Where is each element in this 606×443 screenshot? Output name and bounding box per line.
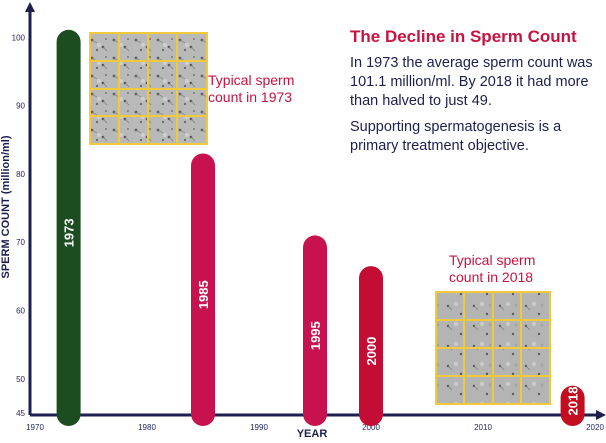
y-tick-label: 80 xyxy=(16,170,25,179)
caption-2018: Typical sperm count in 2018 xyxy=(449,252,539,285)
y-axis xyxy=(25,2,35,415)
bar-label-1973: 1973 xyxy=(62,218,77,247)
x-tick-label: 2000 xyxy=(362,423,380,432)
y-axis-label: SPERM COUNT (million/ml) xyxy=(0,135,12,278)
x-tick-label: 2020 xyxy=(586,423,604,432)
bars: 1973 1985 1995 2000 2018 xyxy=(56,29,585,427)
bar-2000 xyxy=(359,266,383,426)
paragraph-1: In 1973 the average sperm count was 101.… xyxy=(350,55,597,109)
y-tick-label: 90 xyxy=(16,102,25,111)
paragraph-2: Supporting spermatogenesis is a primary … xyxy=(350,119,565,154)
bar-2018 xyxy=(560,385,585,426)
y-tick-label: 100 xyxy=(12,33,26,42)
bar-1973 xyxy=(56,29,81,427)
bar-label-2018: 2018 xyxy=(566,387,581,416)
bar-1995 xyxy=(303,235,327,426)
y-tick-labels: 45 50 60 70 80 90 100 xyxy=(12,33,26,418)
x-axis-label: YEAR xyxy=(297,428,328,440)
caption-1973: Typical sperm count in 1973 xyxy=(208,72,298,105)
x-tick-label: 1980 xyxy=(138,423,156,432)
y-tick-label: 70 xyxy=(16,238,25,247)
bar-label-1985: 1985 xyxy=(196,280,211,309)
micrograph-1973 xyxy=(89,32,208,145)
micrograph-2018 xyxy=(435,291,551,405)
bar-label-2000: 2000 xyxy=(364,337,379,366)
bar-1985 xyxy=(191,153,215,426)
x-tick-label: 1990 xyxy=(250,423,268,432)
y-tick-label: 45 xyxy=(16,409,25,418)
x-tick-label: 1970 xyxy=(26,423,44,432)
bar-label-1995: 1995 xyxy=(308,321,323,350)
y-tick-label: 60 xyxy=(16,307,25,316)
x-tick-labels: 1970 1980 1990 2000 2010 2020 xyxy=(26,423,604,432)
x-tick-label: 2010 xyxy=(474,423,492,432)
chart-title: The Decline in Sperm Count xyxy=(350,27,577,46)
y-tick-label: 50 xyxy=(16,375,25,384)
